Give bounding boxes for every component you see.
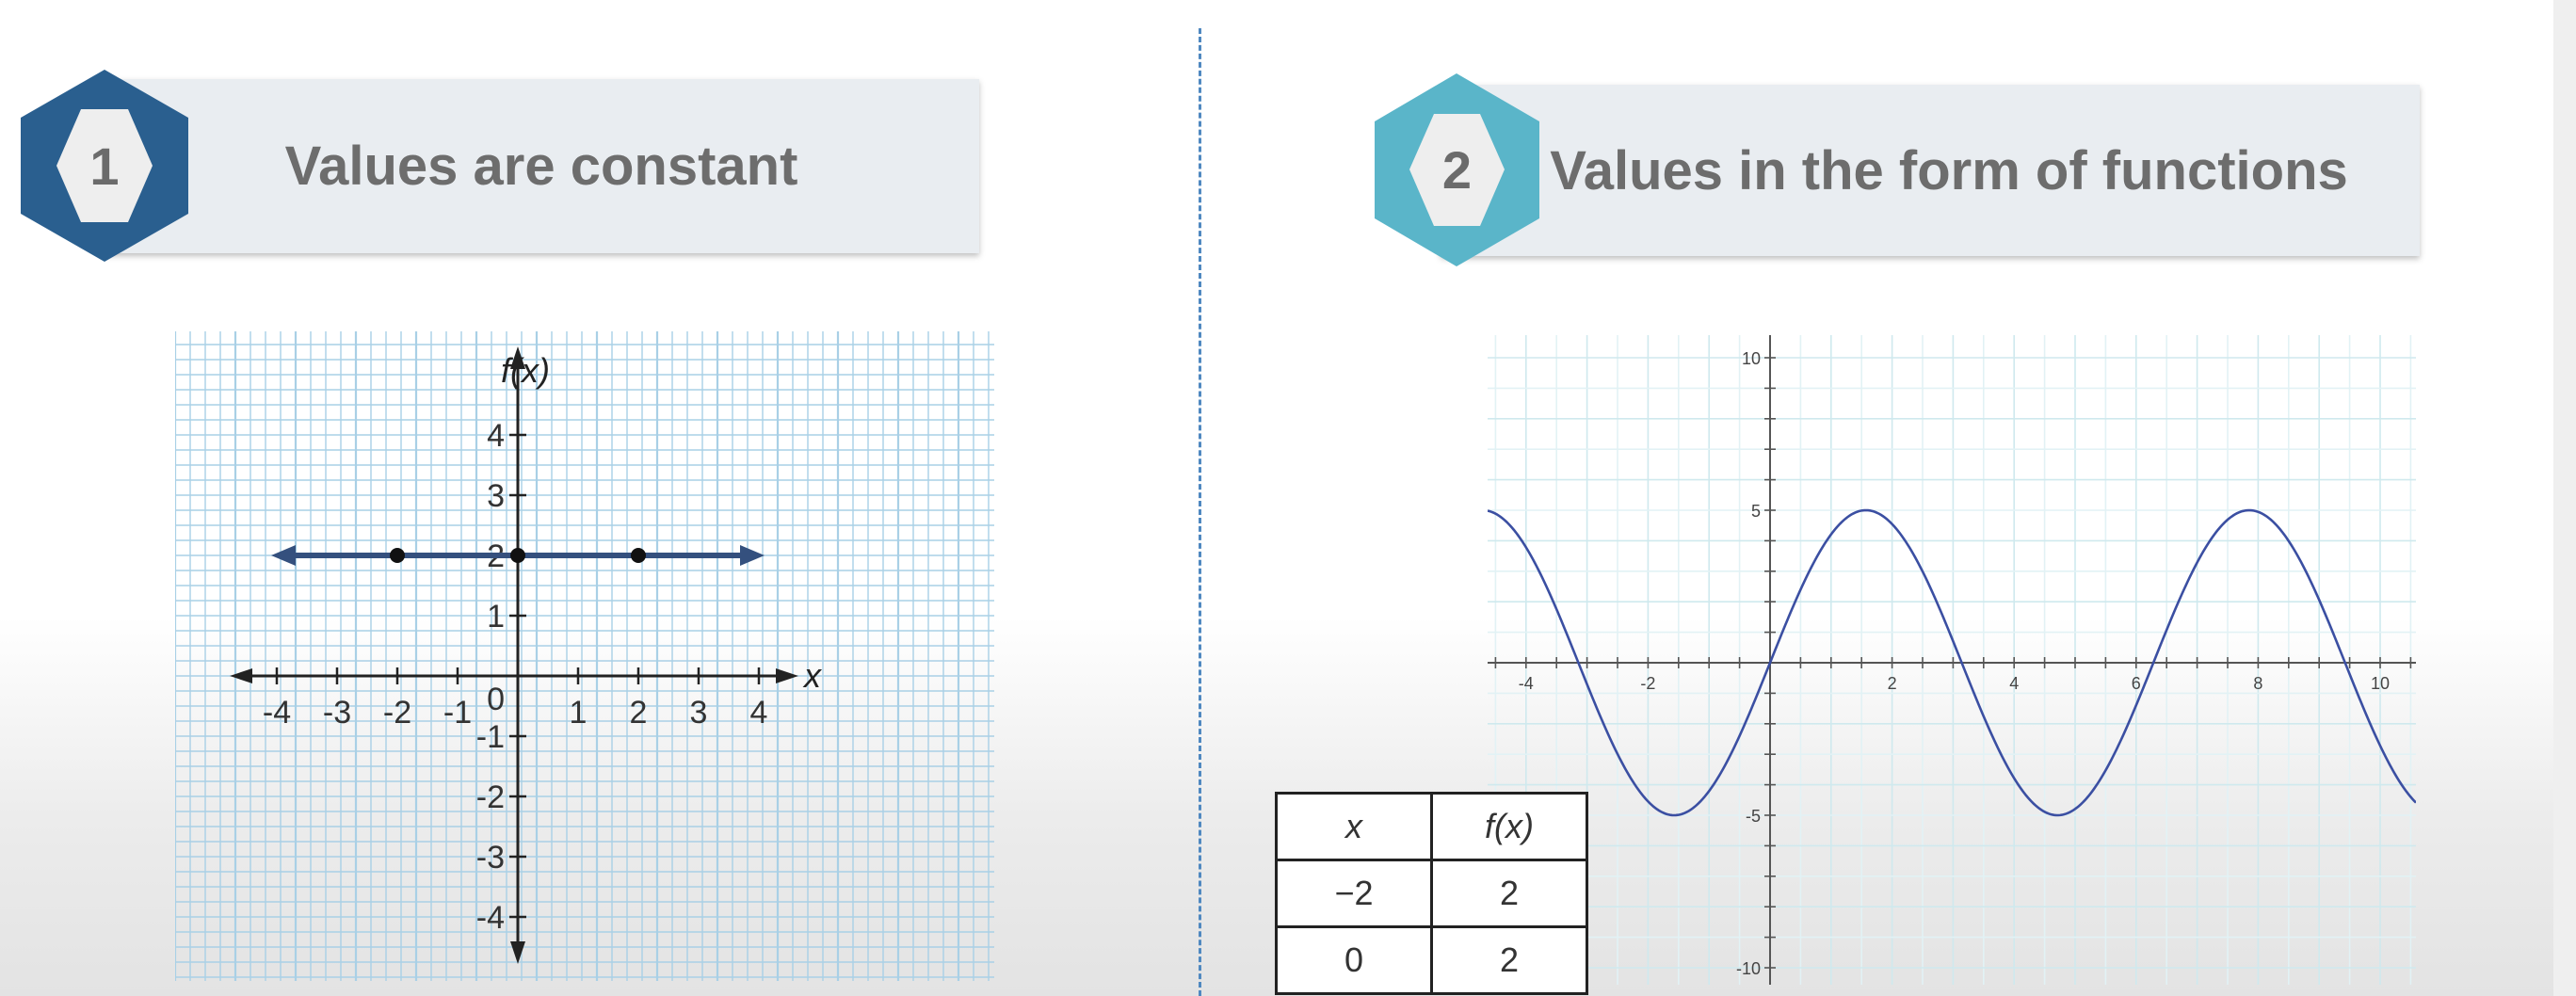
section2-hex-badge: 2 xyxy=(1375,73,1539,266)
y-tick-label: -4 xyxy=(476,900,505,936)
table-cell: −2 xyxy=(1275,859,1433,928)
x-tick-label: 4 xyxy=(750,695,768,731)
y-axis-label: f(x) xyxy=(501,351,550,390)
y-axis-arrow-up xyxy=(510,346,525,369)
right-edge-strip xyxy=(2553,0,2576,996)
y-tick-label: -1 xyxy=(476,719,505,755)
x-tick-label: 10 xyxy=(2371,674,2390,693)
x-tick-label: 2 xyxy=(1888,674,1897,693)
line-arrow-left xyxy=(271,545,296,566)
grid xyxy=(175,331,994,981)
table-cell: 2 xyxy=(1430,859,1588,928)
x-tick-label: 2 xyxy=(630,695,648,731)
table-row: −2 2 xyxy=(1275,859,1588,928)
y-axis-arrow-down xyxy=(510,941,525,964)
constant-function-chart: xf(x)-4-3-2-112344321-1-2-3-40 xyxy=(175,331,994,981)
y-tick-label: 10 xyxy=(1742,349,1761,368)
y-tick-label: 1 xyxy=(487,599,505,635)
sine-curve xyxy=(1488,508,2416,817)
data-point xyxy=(510,548,525,563)
section-divider xyxy=(1199,28,1201,996)
y-tick-label: -3 xyxy=(476,840,505,876)
table-cell: 0 xyxy=(1275,925,1433,995)
y-tick-label: -10 xyxy=(1736,959,1761,978)
y-tick-label: 5 xyxy=(1751,502,1761,521)
origin-label: 0 xyxy=(487,682,505,717)
x-tick-label: 4 xyxy=(2009,674,2019,693)
x-axis-arrow-right xyxy=(776,668,798,683)
table-cell: 2 xyxy=(1430,925,1588,995)
section1-number: 1 xyxy=(89,136,120,196)
section2-title: Values in the form of functions xyxy=(1550,139,2348,201)
table-header-x: x xyxy=(1275,792,1433,861)
data-point xyxy=(390,548,405,563)
table-header-fx: f(x) xyxy=(1430,792,1588,861)
x-tick-label: -1 xyxy=(443,695,472,731)
y-tick-label: 4 xyxy=(487,418,505,454)
x-tick-label: 8 xyxy=(2253,674,2262,693)
section1-title: Values are constant xyxy=(284,136,798,197)
x-axis-label: x xyxy=(802,656,823,695)
x-tick-label: -2 xyxy=(1640,674,1655,693)
y-tick-label: 3 xyxy=(487,478,505,514)
x-tick-label: -3 xyxy=(323,695,351,731)
x-tick-label: 6 xyxy=(2132,674,2141,693)
section1-hex-badge: 1 xyxy=(21,70,188,262)
x-tick-label: 3 xyxy=(690,695,708,731)
section2-number: 2 xyxy=(1441,140,1473,200)
line-arrow-right xyxy=(740,545,765,566)
grid xyxy=(1488,335,2416,985)
table-row: 0 2 xyxy=(1275,925,1588,995)
y-tick-label: -5 xyxy=(1746,807,1761,826)
x-tick-label: 1 xyxy=(570,695,588,731)
x-axis-arrow-left xyxy=(230,668,252,683)
section1-banner: Values are constant xyxy=(104,79,979,253)
table-header-row: x f(x) xyxy=(1275,792,1588,861)
values-table: x f(x) −2 2 0 2 xyxy=(1275,792,1588,995)
x-tick-label: -4 xyxy=(263,695,291,731)
section2-banner: Values in the form of functions xyxy=(1441,85,2420,256)
x-tick-label: -4 xyxy=(1519,674,1534,693)
data-point xyxy=(631,548,646,563)
x-tick-label: -2 xyxy=(383,695,411,731)
sine-function-chart: -4 -2 2 4 6 8 10 10 5 -5 -10 xyxy=(1488,335,2416,985)
y-tick-label: -2 xyxy=(476,779,505,815)
